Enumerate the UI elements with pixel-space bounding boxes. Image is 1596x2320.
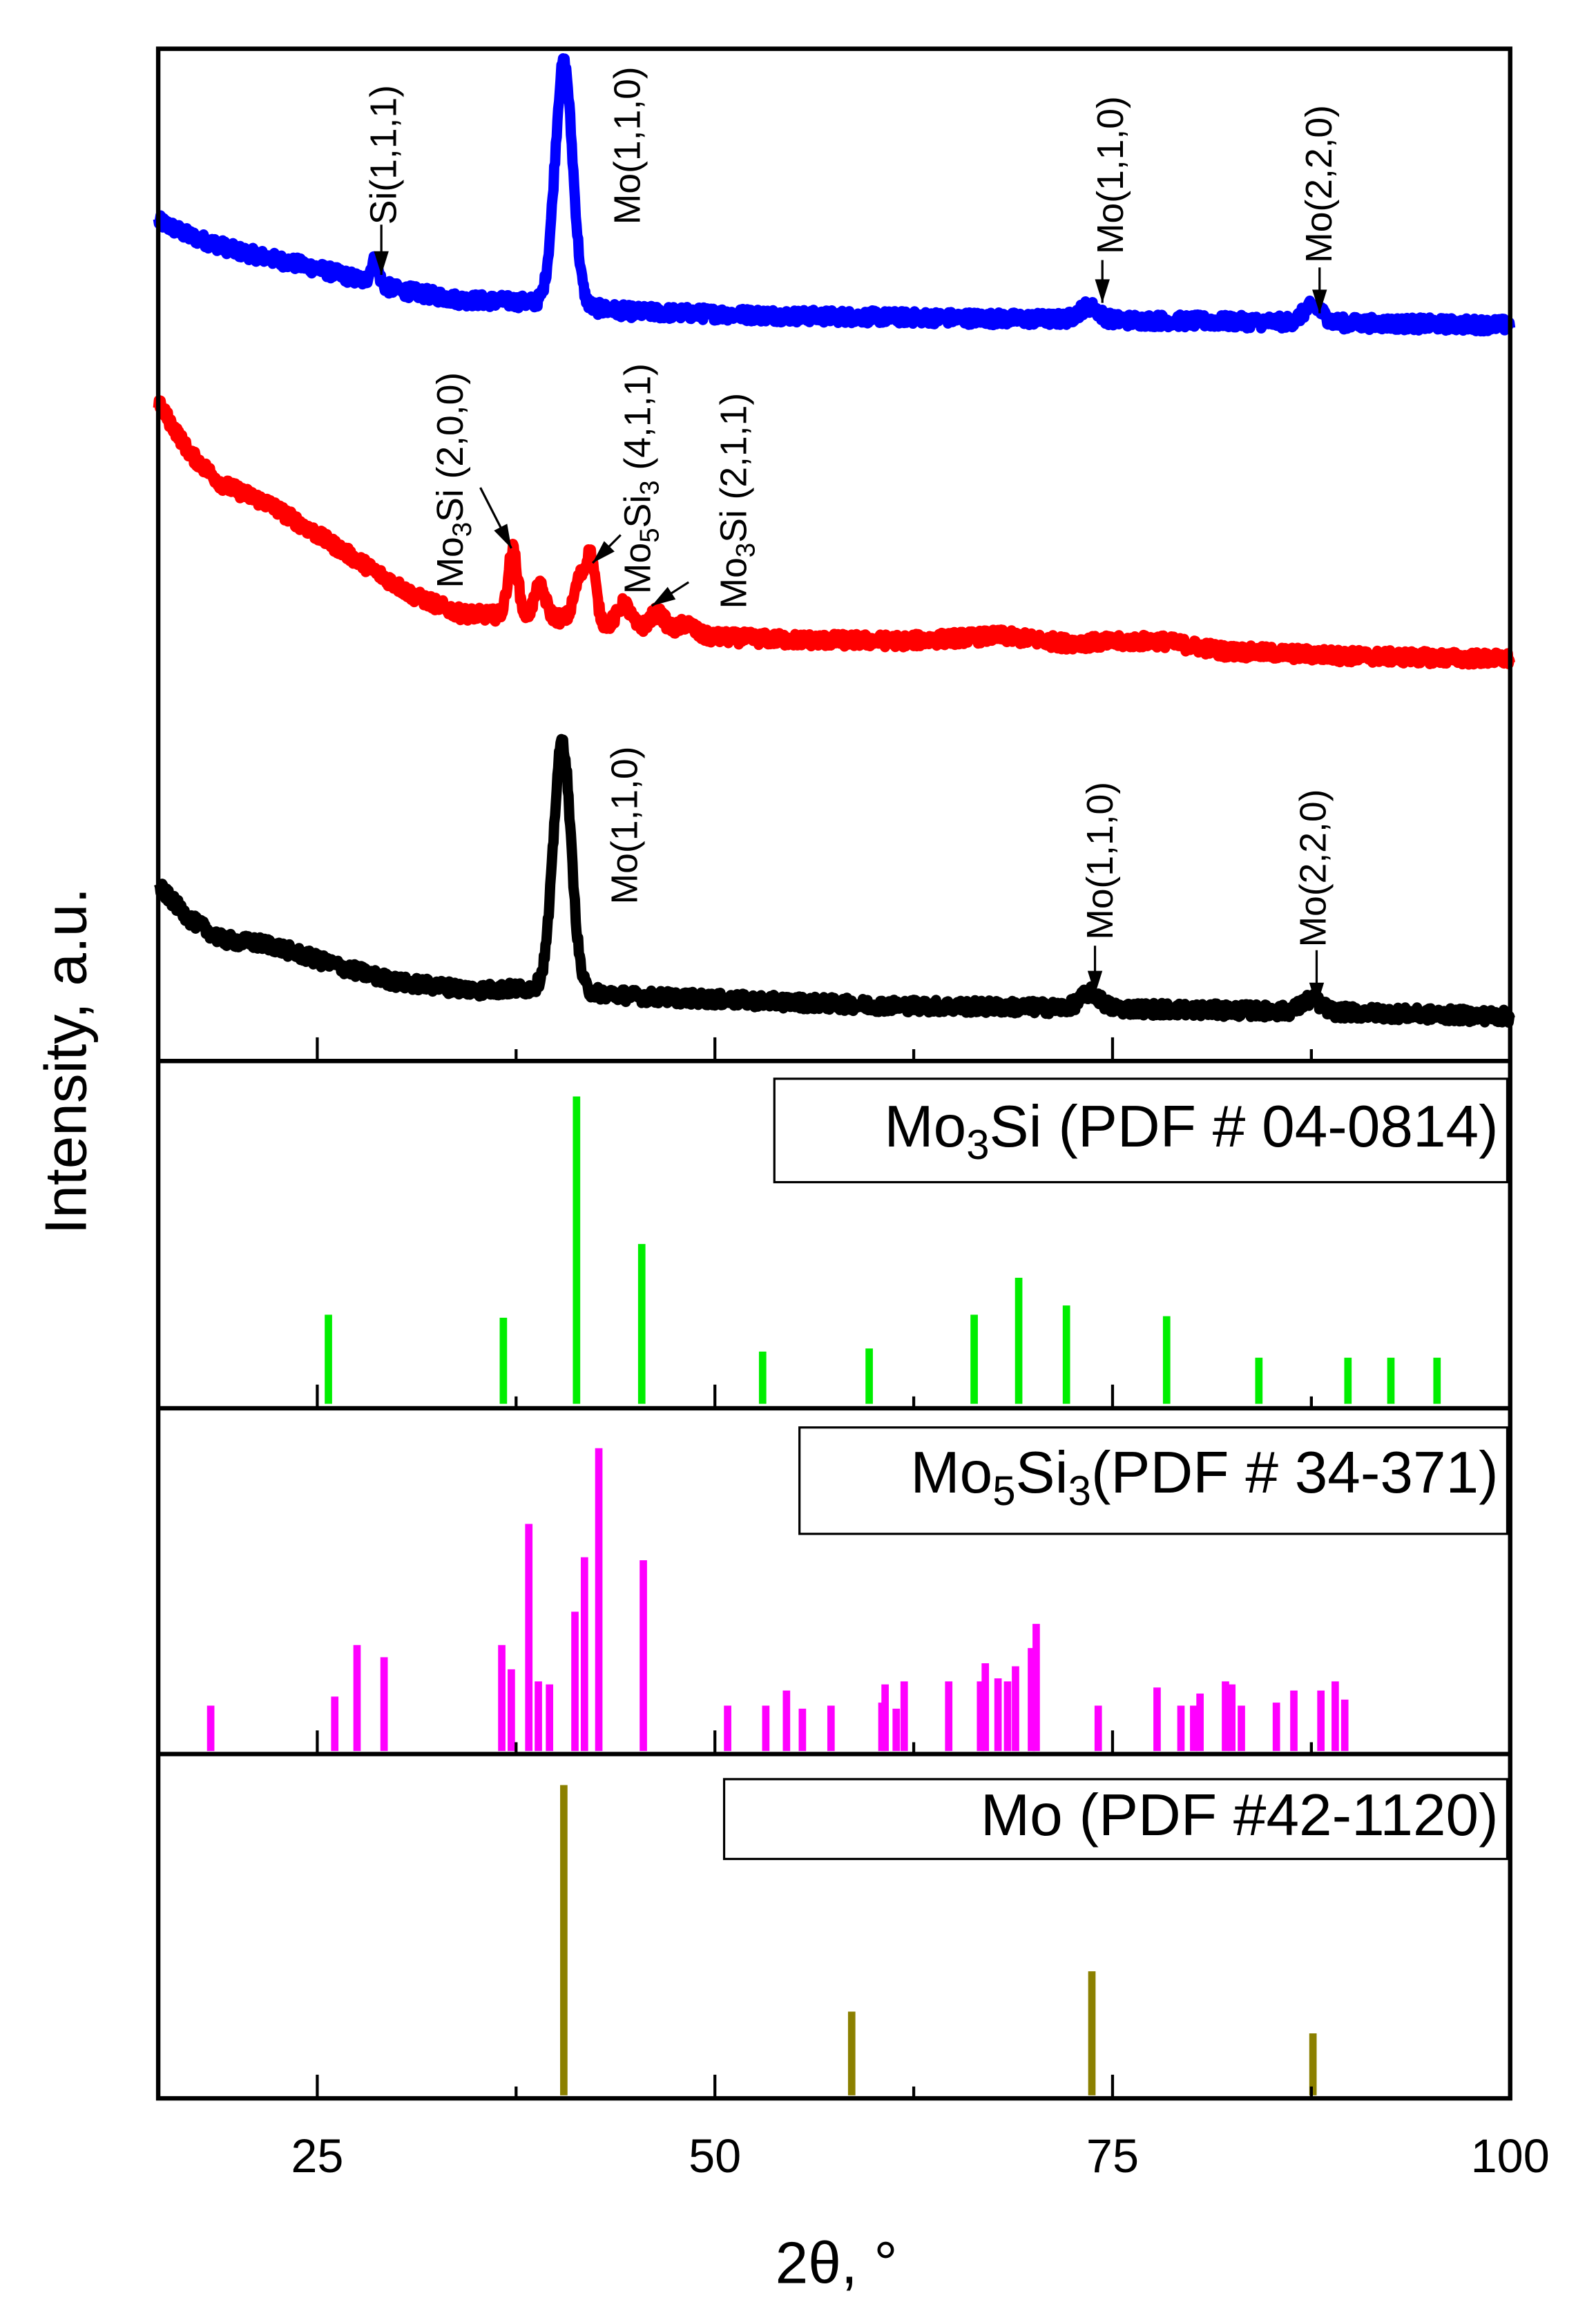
legend-box [798,1426,1509,1535]
x-axis: 25 50 75 100 [291,2129,1550,2183]
label-part: 3 [635,480,664,495]
arrow-head-icon [1087,970,1103,995]
label-part: Si [1016,1440,1068,1506]
label-part: Si (2,0,0) [430,372,471,522]
legend-box [722,1778,1509,1861]
xrd-traces [153,53,1516,1028]
x-tick-label: 75 [1086,2129,1139,2183]
peak-label: Mo(1,1,0) [604,747,645,905]
legend-label-mo: Mo (PDF #42-1120) [981,1783,1499,1848]
plot-frame [155,46,1512,2101]
label-part: Mo [884,1094,966,1160]
y-axis-title: Intensity, a.u. [33,888,99,1235]
x-axis-title: 2θ, ° [776,2231,898,2297]
peak-label: Mo3Si (2,1,1) [714,393,761,609]
label-part: Mo(2,2,0) [1293,789,1334,948]
label-part: 3 [448,522,477,537]
label-part: (4,1,1) [618,363,659,480]
arrow-head-icon [1312,289,1327,314]
label-part: Mo [910,1440,992,1506]
reference-legends: Mo3Si (PDF # 04-0814)Mo5Si3(PDF # 34-371… [722,1077,1509,1861]
peak-label: Mo(2,2,0) [1299,105,1340,263]
label-part: 3 [1068,1468,1091,1514]
legend-box [773,1077,1509,1184]
label-part: Mo(2,2,0) [1299,105,1340,263]
arrow-head-icon [1309,982,1325,1006]
arrow-head-icon [593,541,615,564]
red-pattern-line [153,394,1516,670]
arrow-head-icon [374,251,389,275]
reference-sticks [206,1096,1441,2096]
label-part: Mo [618,543,659,594]
label-part: 5 [635,528,664,542]
label-part: Si (PDF # 04-0814) [990,1094,1499,1160]
panel-frames [155,46,1512,2101]
label-part: 3 [731,543,760,557]
arrow-head-icon [494,524,512,548]
label-part: Mo [430,537,471,588]
label-part: Si [618,495,659,528]
label-part: Mo(1,1,0) [604,747,645,905]
arrow-head-icon [1095,279,1110,303]
peak-label: Mo(2,2,0) [1293,789,1334,948]
label-part: Mo(1,1,0) [1080,782,1121,940]
label-part: Mo(1,1,0) [1090,96,1131,254]
label-part: (PDF # 34-371) [1091,1440,1499,1506]
peak-label: Mo5Si3 (4,1,1) [618,363,665,594]
x-tick-label: 25 [291,2129,343,2183]
label-part: Mo(1,1,0) [608,66,648,224]
peak-annotations: Si(1,1,1) Mo(1,1,0) Mo(1,1,0) Mo(2,2,0)Mo3S… [364,66,1340,1006]
label-part: Si (2,1,1) [714,393,755,543]
peak-label: Si(1,1,1) [364,85,405,224]
arrow-head-icon [651,586,676,606]
peak-label: Mo(1,1,0) [1080,782,1121,940]
peak-label: Mo(1,1,0) [1090,96,1131,254]
label-part: Mo (PDF #42-1120) [981,1783,1499,1848]
x-tick-label: 50 [689,2129,741,2183]
label-part: Mo [714,557,755,608]
peak-label: Mo(1,1,0) [608,66,648,224]
legend-label-mo5si3: Mo5Si3(PDF # 34-371) [910,1440,1498,1514]
black-pattern-line [153,734,1515,1028]
peak-label: Mo3Si (2,0,0) [430,372,477,588]
label-part: 3 [966,1122,989,1168]
blue-pattern-line [153,53,1516,337]
legend-label-mo3si: Mo3Si (PDF # 04-0814) [884,1094,1498,1168]
label-part: 5 [992,1468,1015,1514]
label-part: Si(1,1,1) [364,85,405,224]
x-tick-label: 100 [1471,2129,1550,2183]
